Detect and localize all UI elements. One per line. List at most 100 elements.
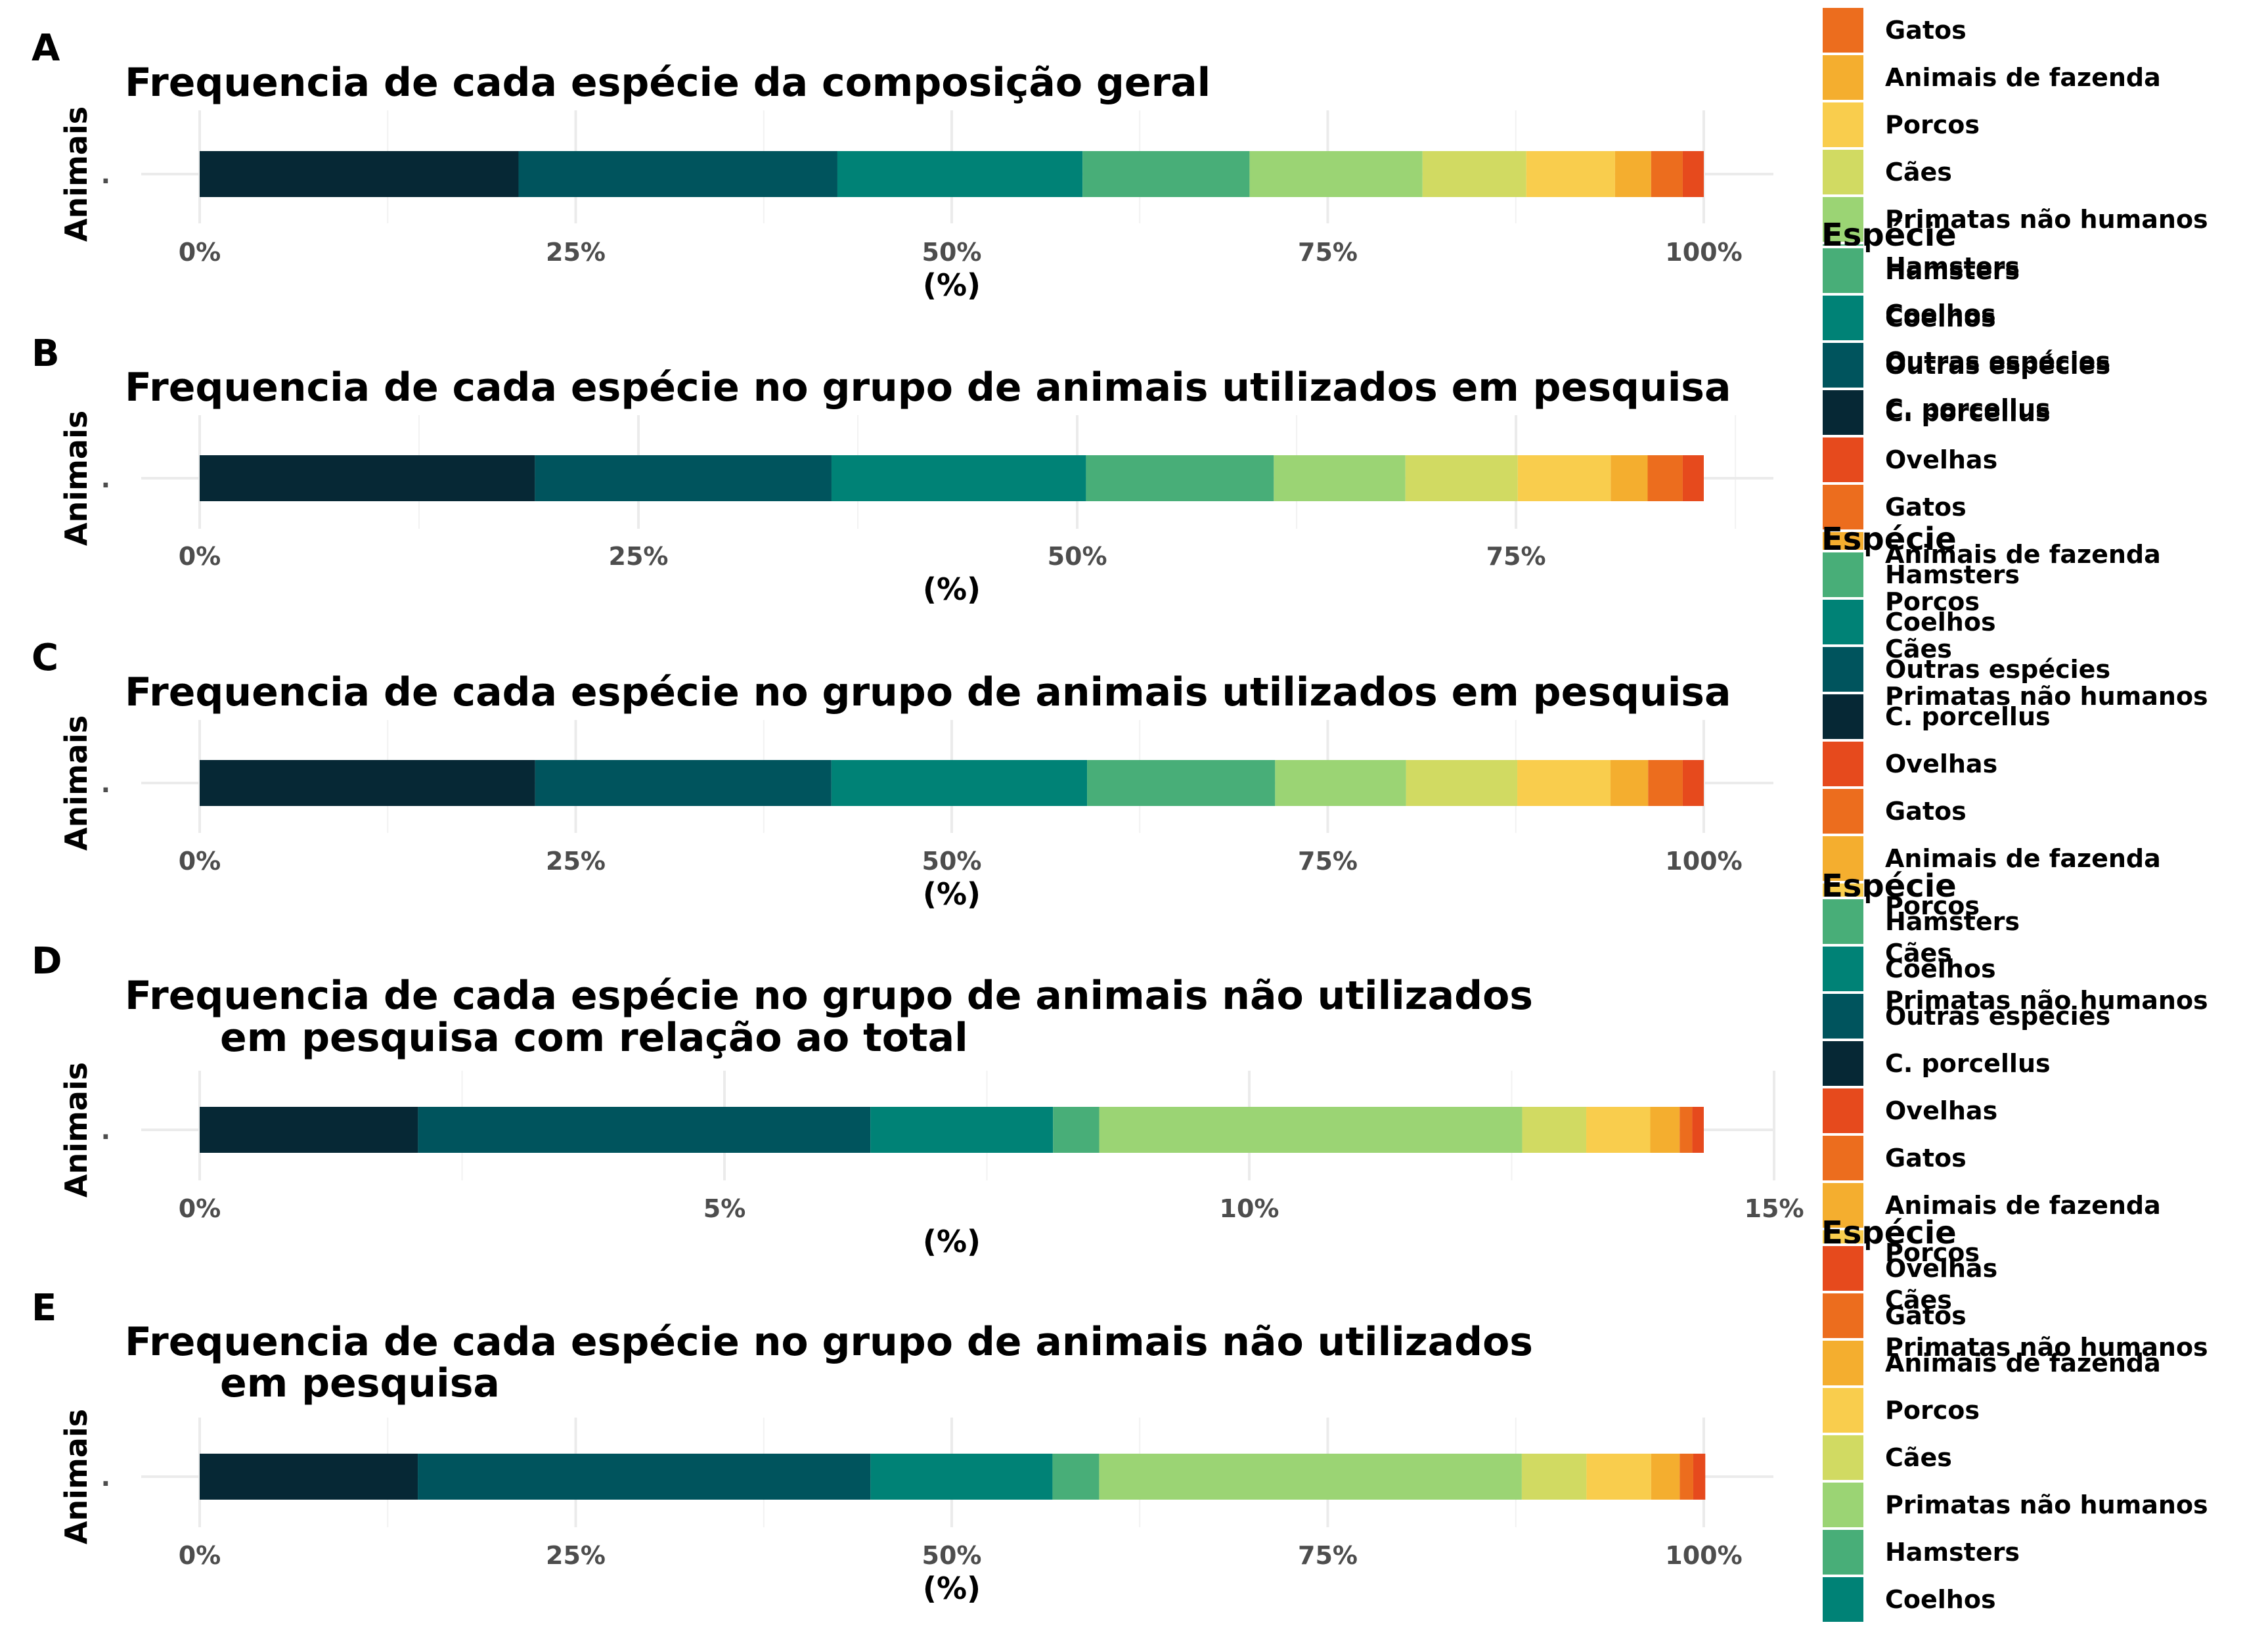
legend-label: Gatos [1885, 797, 1967, 826]
legend-label: C. porcellus [1885, 702, 2051, 731]
x-axis-title: (%) [923, 571, 981, 607]
legend-label: Gatos [1885, 493, 1967, 522]
legend-label: Animais de fazenda [1885, 1349, 2161, 1377]
x-tick-label: 15% [1745, 1194, 1804, 1223]
bar-segment-porcos [1517, 760, 1611, 806]
legend-swatch-animais-de-fazenda [1820, 1338, 1866, 1388]
bar-segment-primatas-nao-humanos [1249, 151, 1423, 197]
bar-segment-hamsters [1052, 1454, 1100, 1500]
bar-segment-porcos [1586, 1454, 1651, 1500]
legend-swatch-outras-especies [1820, 991, 1866, 1041]
panel-b: B Frequencia de cada espécie no grupo de … [32, 332, 1773, 607]
legend-label: Outras espécies [1885, 347, 2110, 376]
panel-letter: A [32, 27, 60, 70]
panel-title: Frequencia de cada espécie da composição… [125, 60, 1211, 106]
legend-label: Hamsters [1885, 252, 2020, 281]
legend-label: Primatas não humanos [1885, 205, 2208, 234]
legend-swatch-gatos [1820, 1291, 1866, 1341]
y-axis-title: Animais [58, 715, 94, 851]
bar-segment-porcos [1517, 455, 1611, 501]
bar-segment-porcos [1526, 151, 1615, 197]
legend-label: Porcos [1885, 1396, 1980, 1425]
legend-swatch-coelhos [1820, 1575, 1866, 1624]
legend-label: Hamsters [1885, 256, 2020, 285]
x-tick-label: 75% [1298, 847, 1358, 876]
legend-label: Cães [1885, 1286, 1952, 1314]
bar-segment-primatas-nao-humanos [1099, 1107, 1523, 1153]
legend-swatch-gatos [1820, 1133, 1866, 1183]
legend-swatch-porcos [1820, 100, 1866, 150]
y-tick-label: . [101, 1463, 110, 1492]
legend-swatch-animais-de-fazenda [1820, 834, 1866, 884]
legend-label: C. porcellus [1885, 394, 2051, 423]
bar-segment-ovelhas [1692, 1107, 1704, 1153]
bar-segment-gatos [1648, 760, 1683, 806]
x-tick-label: 75% [1298, 1541, 1358, 1570]
legend-swatch-animais-de-fazenda [1820, 53, 1866, 102]
legend-label: Cães [1885, 939, 1952, 968]
bar-segment-caes [1405, 455, 1518, 501]
bar-segment-gatos [1651, 151, 1683, 197]
bar-segment-animais-de-fazenda [1611, 455, 1648, 501]
legend-label: Gatos [1885, 16, 1967, 45]
x-tick-label: 100% [1665, 238, 1742, 267]
legend-label: Primatas não humanos [1885, 1333, 2208, 1362]
legend-swatch-gatos [1820, 786, 1866, 836]
panel-letter: E [32, 1287, 56, 1330]
legend-label: C. porcellus [1885, 398, 2051, 427]
legend-label: Primatas não humanos [1885, 986, 2208, 1015]
bar-segment-c-porcellus [200, 1454, 418, 1500]
bar-segment-animais-de-fazenda [1651, 1454, 1680, 1500]
y-tick-label: . [101, 769, 110, 798]
legend-swatch-ovelhas [1820, 1086, 1866, 1136]
x-tick-label: 50% [922, 1541, 982, 1570]
x-tick-label: 75% [1298, 238, 1358, 267]
legend-swatch-c-porcellus [1820, 388, 1866, 437]
bar-segment-coelhos [831, 760, 1088, 806]
legend-label: Outras espécies [1885, 1002, 2110, 1031]
legend-label: Animais de fazenda [1885, 844, 2161, 873]
bar-segment-coelhos [837, 151, 1083, 197]
legend-swatch-c-porcellus [1820, 1039, 1866, 1088]
legend-swatch-outras-especies [1820, 644, 1866, 694]
legend-label: Animais de fazenda [1885, 540, 2161, 569]
legend-label: Hamsters [1885, 907, 2020, 936]
legend-label: Coelhos [1885, 954, 1996, 983]
legend-label: Gatos [1885, 1301, 1967, 1330]
x-axis-title: (%) [923, 267, 981, 303]
panel-a: A Frequencia de cada espécie da composiçã… [32, 27, 1773, 303]
legend-label: Ovelhas [1885, 1096, 1997, 1125]
bar-segment-ovelhas [1682, 455, 1704, 501]
legend-label: Cães [1885, 635, 1952, 663]
legend-label: Porcos [1885, 587, 1980, 616]
legend-label: Outras espécies [1885, 655, 2110, 684]
x-tick-label: 5% [703, 1194, 746, 1223]
legend-label: Coelhos [1885, 303, 1996, 332]
bar-segment-animais-de-fazenda [1611, 760, 1649, 806]
legend-label: Coelhos [1885, 300, 1996, 328]
legend-swatch-primatas-nao-humanos [1820, 194, 1866, 244]
legend-label: Ovelhas [1885, 749, 1997, 778]
panel-c: C Frequencia de cada espécie no grupo de … [32, 637, 1773, 912]
legend-label: Primatas não humanos [1885, 682, 2208, 711]
legend-swatch-hamsters [1820, 246, 1866, 296]
legend-swatch-gatos [1820, 5, 1866, 55]
legend-swatch-ovelhas [1820, 739, 1866, 789]
y-axis-title: Animais [58, 411, 94, 546]
bar-segment-c-porcellus [200, 455, 535, 501]
y-axis-title: Animais [58, 1409, 94, 1544]
bar-segment-caes [1521, 1454, 1587, 1500]
bar-segment-hamsters [1086, 455, 1274, 501]
legend-swatch-ovelhas [1820, 1243, 1866, 1293]
x-tick-label: 10% [1220, 1194, 1279, 1223]
bar-segment-coelhos [870, 1454, 1053, 1500]
bar-segment-primatas-nao-humanos [1099, 1454, 1522, 1500]
panel-letter: C [32, 637, 58, 679]
bar-segment-porcos [1586, 1107, 1651, 1153]
legend-label: Porcos [1885, 891, 1980, 920]
bar-segment-gatos [1679, 1454, 1693, 1500]
legend-swatch-primatas-nao-humanos [1820, 1480, 1866, 1530]
